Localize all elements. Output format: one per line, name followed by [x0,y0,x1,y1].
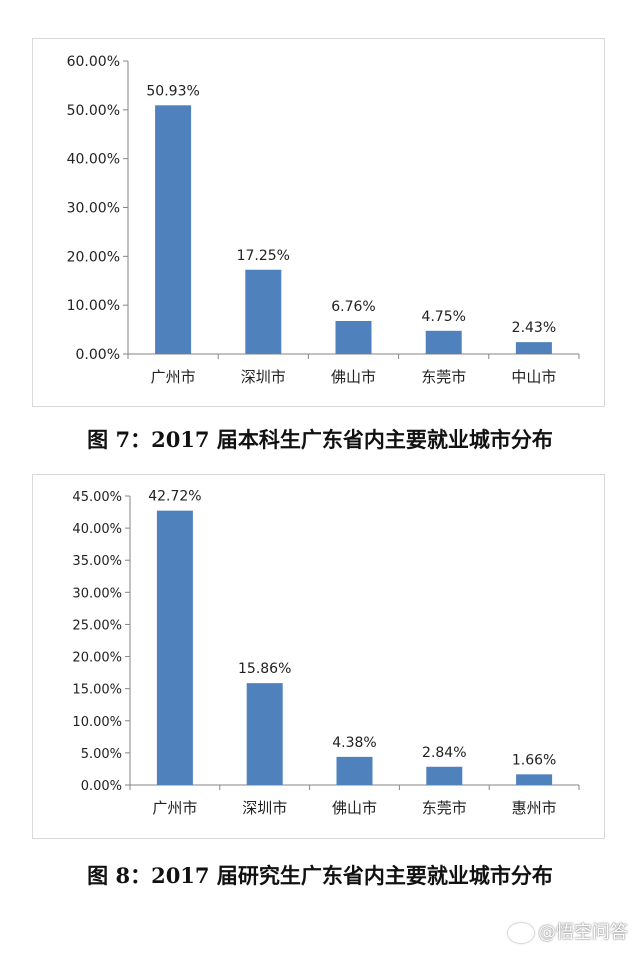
watermark: @悟空问答 [508,918,628,944]
data-label: 17.25% [237,248,290,264]
y-tick-label: 10.00% [72,715,122,730]
x-tick-label: 广州市 [152,799,197,817]
data-label: 4.38% [332,735,376,751]
x-tick-label: 佛山市 [331,368,376,386]
data-label: 2.43% [512,320,556,336]
bar [246,683,283,785]
bar [516,774,553,785]
bar-chart-fig8: 0.00% 5.00% 10.00% 15.00% 20.00% 25.00% 30.00%… [72,489,580,817]
speech-bubble-icon [508,923,534,943]
x-tick-label: 东莞市 [421,368,466,386]
data-label: 6.76% [331,299,375,315]
x-tick-label: 佛山市 [332,799,377,817]
data-label: 50.93% [146,83,199,99]
y-tick-label: 50.00% [67,103,120,119]
bar [336,756,373,785]
y-tick-label: 30.00% [67,201,120,217]
figure-caption-fig8: 图 8：2017 届研究生广东省内主要就业城市分布 [87,863,553,888]
bar [155,105,192,354]
figure-caption-fig7: 图 7：2017 届本科生广东省内主要就业城市分布 [87,427,553,452]
x-tick-label: 中山市 [511,368,556,386]
x-tick-label: 东莞市 [422,799,467,817]
y-tick-label: 25.00% [72,618,122,633]
y-tick-label: 20.00% [72,651,122,666]
data-label: 4.75% [421,309,465,325]
y-tick-label: 40.00% [67,152,120,168]
bar [515,342,552,354]
bar [335,320,372,354]
y-tick-label: 20.00% [67,249,120,265]
bar [156,510,193,785]
x-tick-label: 深圳市 [242,799,287,817]
bar [426,766,463,785]
y-tick-label: 5.00% [81,747,122,762]
y-tick-label: 0.00% [81,779,122,794]
y-tick-label: 35.00% [72,554,122,569]
data-label: 42.72% [148,489,201,505]
y-tick-label: 30.00% [72,586,122,601]
chart-panel-fig8: 0.00% 5.00% 10.00% 15.00% 20.00% 25.00% 30.00%… [32,474,605,839]
y-tick-label: 40.00% [72,522,122,537]
y-tick-label: 60.00% [67,54,120,70]
y-tick-label: 15.00% [72,683,122,698]
watermark-text: @悟空问答 [538,922,628,943]
bar [245,269,282,354]
x-tick-label: 深圳市 [241,368,286,386]
y-tick-label: 0.00% [76,347,120,363]
data-label: 15.86% [238,661,291,677]
x-tick-label: 惠州市 [512,799,557,817]
y-tick-label: 10.00% [67,298,120,314]
y-tick-label: 45.00% [72,490,122,505]
chart-panel-fig7: 0.00% 10.00% 20.00% 30.00% 40.00% 50.00% 60.00… [32,38,605,407]
x-tick-label: 广州市 [151,368,196,386]
data-label: 2.84% [422,745,466,761]
bar [425,330,462,354]
data-label: 1.66% [512,752,556,768]
bar-chart-fig7: 0.00% 10.00% 20.00% 30.00% 40.00% 50.00% 60.00… [67,54,580,386]
